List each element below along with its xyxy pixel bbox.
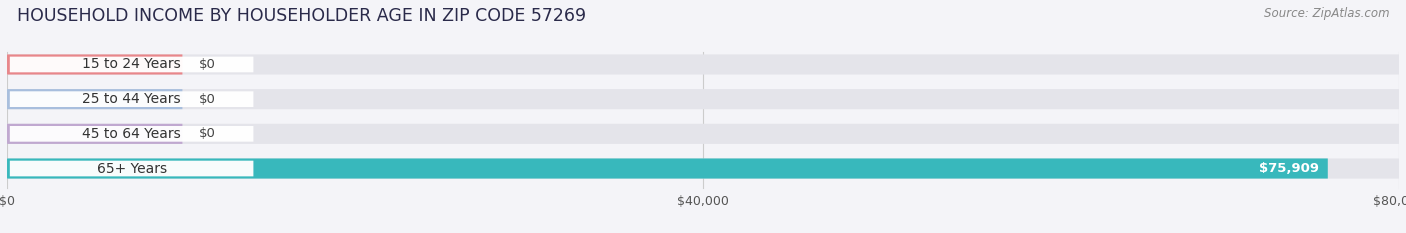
FancyBboxPatch shape [7,124,183,144]
Text: Source: ZipAtlas.com: Source: ZipAtlas.com [1264,7,1389,20]
FancyBboxPatch shape [7,55,1399,75]
Text: $0: $0 [200,58,217,71]
FancyBboxPatch shape [7,89,183,109]
FancyBboxPatch shape [10,126,253,142]
Text: HOUSEHOLD INCOME BY HOUSEHOLDER AGE IN ZIP CODE 57269: HOUSEHOLD INCOME BY HOUSEHOLDER AGE IN Z… [17,7,586,25]
FancyBboxPatch shape [7,55,183,75]
Text: $75,909: $75,909 [1260,162,1319,175]
FancyBboxPatch shape [7,124,1399,144]
Text: 65+ Years: 65+ Years [97,161,167,175]
Text: 45 to 64 Years: 45 to 64 Years [82,127,181,141]
FancyBboxPatch shape [7,158,1327,178]
FancyBboxPatch shape [7,158,1399,178]
Text: 25 to 44 Years: 25 to 44 Years [83,92,181,106]
FancyBboxPatch shape [10,57,253,72]
FancyBboxPatch shape [7,89,1399,109]
Text: 15 to 24 Years: 15 to 24 Years [82,58,181,72]
FancyBboxPatch shape [10,91,253,107]
Text: $0: $0 [200,93,217,106]
FancyBboxPatch shape [10,161,253,176]
Text: $0: $0 [200,127,217,140]
